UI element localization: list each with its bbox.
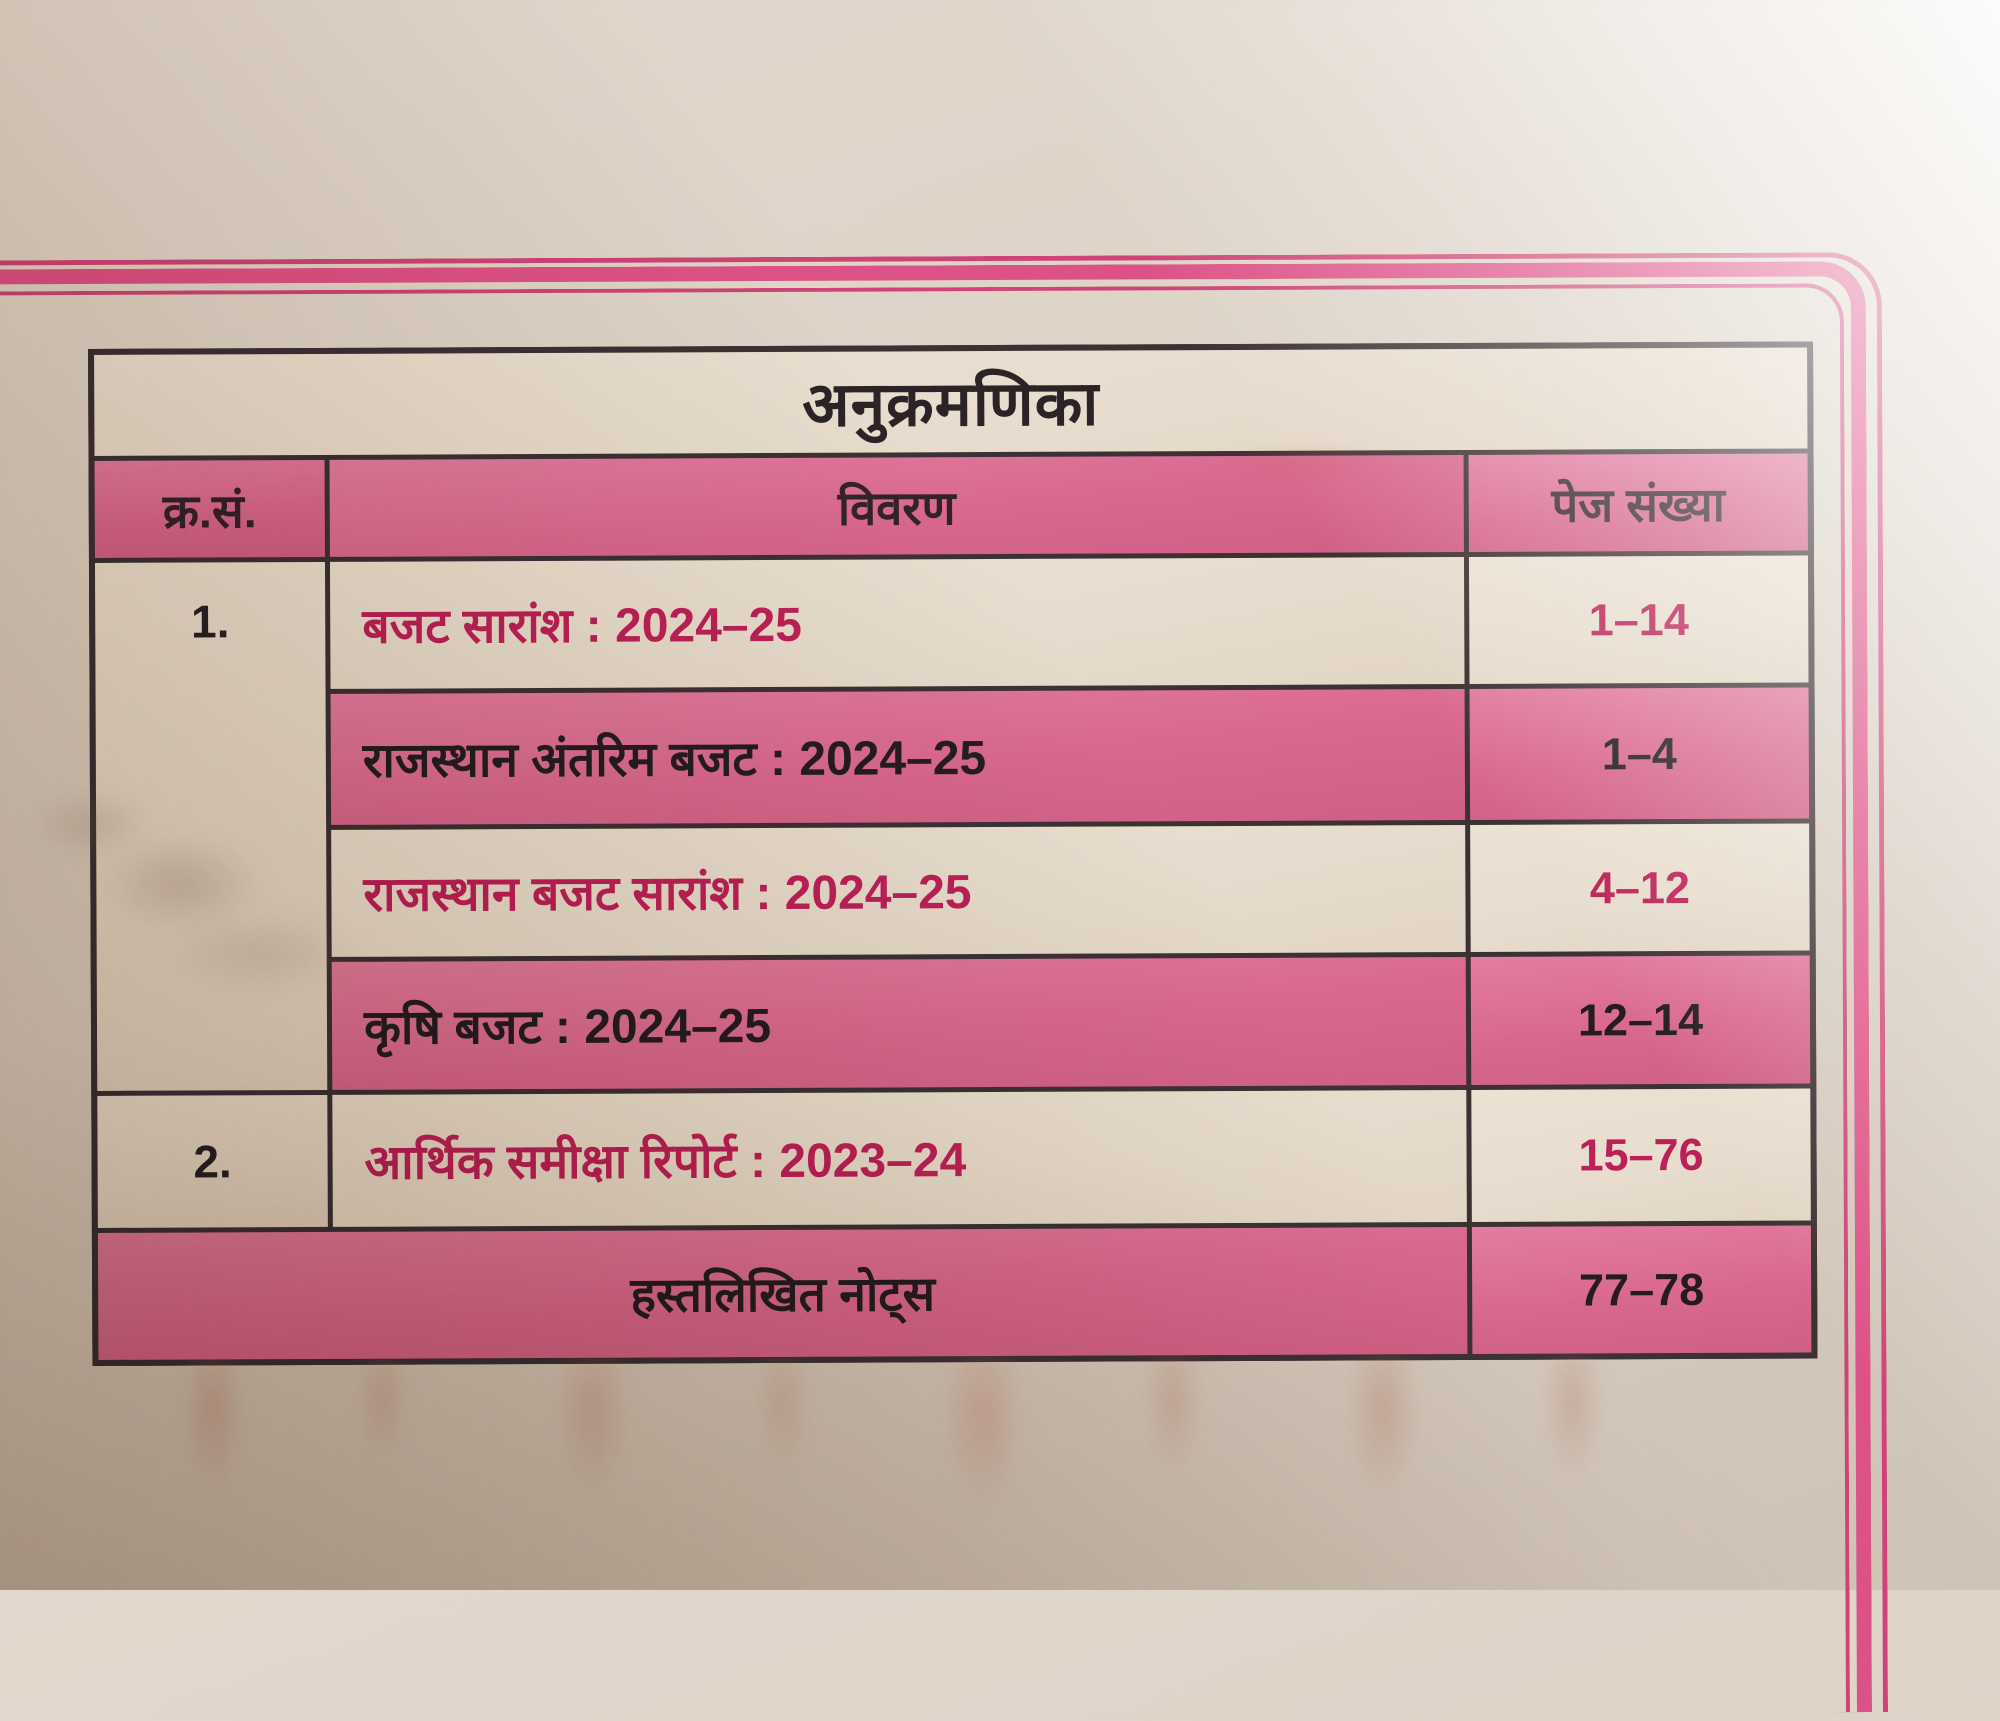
row-1-pages: 1–14 — [1468, 555, 1809, 684]
row-5-pages: 15–76 — [1471, 1088, 1811, 1222]
ink-bleedthrough-bottom — [122, 1354, 1804, 1572]
row-3-description: राजस्थान बजट सारांश : 2024–25 — [331, 824, 1466, 957]
column-header-pages: पेज संख्या — [1468, 453, 1808, 552]
row-3-pages: 4–12 — [1470, 823, 1810, 952]
row-4-description: कृषि बजट : 2024–25 — [331, 956, 1467, 1090]
row-1-description: बजट सारांश : 2024–25 — [329, 556, 1465, 689]
row-2-pages: 1–4 — [1469, 687, 1810, 820]
row-6-description: हस्तलिखित नोट्स — [97, 1226, 1468, 1360]
column-header-serial: क्र.सं. — [94, 459, 325, 558]
page-title: अनुक्रमणिका — [94, 347, 1808, 456]
row-6-pages: 77–78 — [1471, 1225, 1812, 1354]
ink-bleedthrough-left — [0, 702, 422, 1125]
photographed-page: अनुक्रमणिका क्र.सं. विवरण पेज संख्या 1. … — [0, 252, 1889, 1721]
row-2-description: राजस्थान अंतरिम बजट : 2024–25 — [330, 688, 1466, 825]
row-5-description: आर्थिक समीक्षा रिपोर्ट : 2023–24 — [332, 1089, 1467, 1227]
row-4-pages: 12–14 — [1470, 955, 1811, 1085]
ink-bleedthrough-title-row — [1148, 417, 1469, 510]
